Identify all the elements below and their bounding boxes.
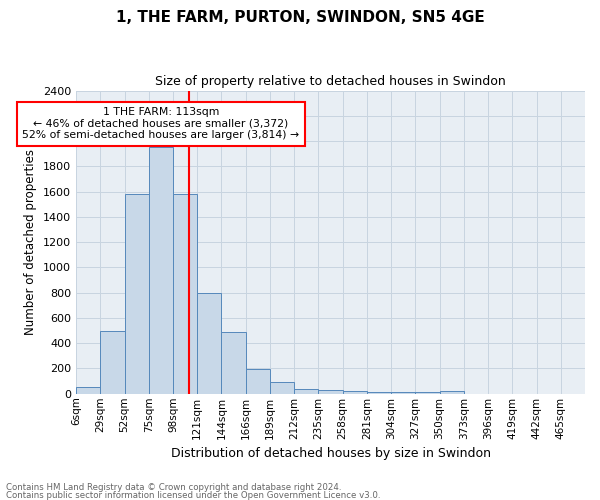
Text: Contains HM Land Registry data © Crown copyright and database right 2024.: Contains HM Land Registry data © Crown c… bbox=[6, 484, 341, 492]
Bar bbox=[76, 388, 100, 394]
Text: 1, THE FARM, PURTON, SWINDON, SN5 4GE: 1, THE FARM, PURTON, SWINDON, SN5 4GE bbox=[116, 10, 484, 25]
Bar bbox=[100, 330, 125, 394]
Text: Contains public sector information licensed under the Open Government Licence v3: Contains public sector information licen… bbox=[6, 490, 380, 500]
Bar bbox=[125, 194, 149, 394]
Bar bbox=[294, 389, 319, 394]
Bar bbox=[173, 194, 197, 394]
Bar bbox=[319, 390, 343, 394]
Text: 1 THE FARM: 113sqm
← 46% of detached houses are smaller (3,372)
52% of semi-deta: 1 THE FARM: 113sqm ← 46% of detached hou… bbox=[22, 107, 299, 140]
Bar bbox=[415, 392, 440, 394]
Bar bbox=[246, 369, 270, 394]
X-axis label: Distribution of detached houses by size in Swindon: Distribution of detached houses by size … bbox=[170, 447, 491, 460]
Y-axis label: Number of detached properties: Number of detached properties bbox=[25, 149, 37, 335]
Bar bbox=[367, 392, 391, 394]
Bar bbox=[197, 292, 221, 394]
Bar bbox=[440, 391, 464, 394]
Bar bbox=[391, 392, 415, 394]
Title: Size of property relative to detached houses in Swindon: Size of property relative to detached ho… bbox=[155, 75, 506, 88]
Bar bbox=[343, 391, 367, 394]
Bar bbox=[149, 148, 173, 394]
Bar bbox=[270, 382, 294, 394]
Bar bbox=[221, 332, 246, 394]
